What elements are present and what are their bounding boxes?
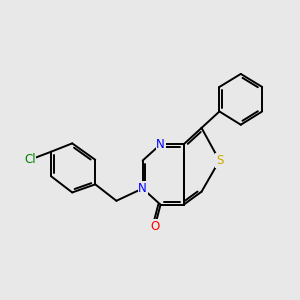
- Text: N: N: [156, 138, 165, 151]
- Text: Cl: Cl: [24, 153, 36, 166]
- Text: S: S: [216, 154, 223, 167]
- Text: N: N: [138, 182, 147, 195]
- Text: O: O: [150, 220, 160, 232]
